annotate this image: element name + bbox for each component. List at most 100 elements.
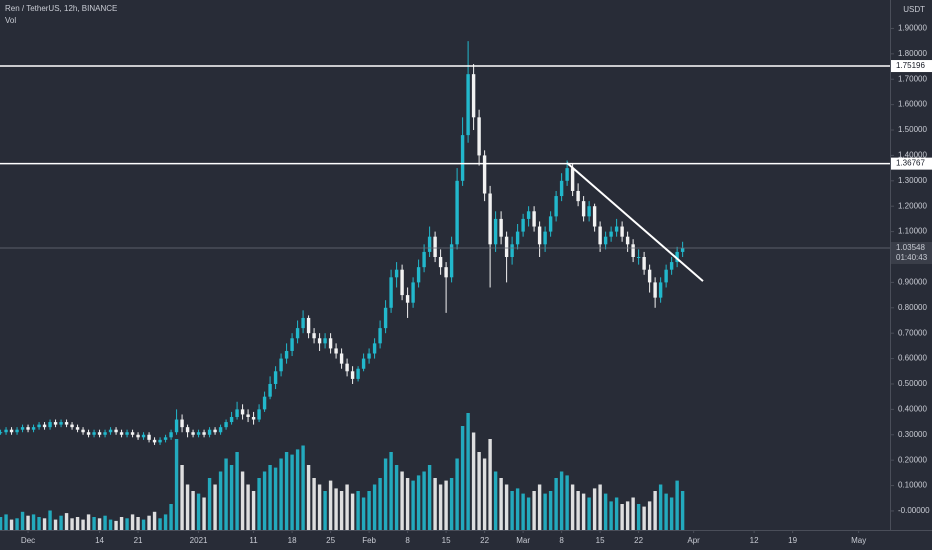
- y-tick-label: 0.20000: [898, 455, 927, 464]
- volume-bar: [361, 497, 366, 530]
- candle-body: [389, 277, 393, 308]
- y-tick-label: 0.30000: [898, 430, 927, 439]
- volume-bar: [389, 452, 393, 530]
- candle-body: [196, 432, 201, 435]
- volume-bar: [394, 465, 399, 530]
- candle-body: [361, 358, 366, 369]
- volume-bar: [532, 491, 536, 530]
- candle-body: [169, 432, 173, 438]
- candle-body: [218, 427, 223, 433]
- candle-body: [504, 236, 509, 258]
- trend-line: [566, 162, 704, 282]
- candle-body: [334, 348, 338, 354]
- volume-bar: [334, 488, 338, 530]
- volume-bar: [180, 465, 184, 530]
- x-tick-label: 11: [249, 536, 258, 545]
- candle-body: [653, 282, 657, 298]
- volume-bar: [537, 484, 542, 530]
- volume-bar: [202, 497, 206, 530]
- candle-body: [647, 269, 652, 283]
- volume-bar: [9, 519, 14, 530]
- volume-bar: [664, 493, 668, 530]
- axis-unit: USDT: [903, 5, 925, 14]
- x-tick-label: 19: [788, 536, 797, 545]
- candle-body: [48, 422, 52, 428]
- volume-bar: [620, 504, 624, 530]
- candle-body: [163, 437, 168, 440]
- candle-body: [42, 424, 47, 428]
- volume-bar: [20, 511, 25, 530]
- y-tick-label: 1.10000: [898, 227, 927, 236]
- volume-bar: [141, 519, 146, 530]
- volume-bar: [570, 484, 575, 530]
- x-tick-label: Feb: [362, 536, 376, 545]
- candle-body: [20, 427, 25, 430]
- candle-body: [246, 414, 250, 417]
- candle-body: [400, 269, 404, 296]
- volume-bar: [103, 515, 107, 530]
- candle-body: [224, 422, 228, 428]
- volume-bar: [372, 484, 377, 530]
- candle-body: [675, 251, 679, 263]
- volume-bar: [218, 471, 223, 530]
- y-tick-label: 1.80000: [898, 49, 927, 58]
- volume-bar: [559, 471, 564, 530]
- candle-body: [680, 248, 685, 252]
- candle-body: [75, 427, 80, 430]
- candle-body: [81, 429, 85, 433]
- volume-bar: [295, 449, 300, 530]
- candle-body: [548, 216, 553, 232]
- candle-body: [449, 244, 454, 278]
- candle-body: [620, 226, 624, 237]
- candle-body: [240, 409, 245, 415]
- candle-body: [174, 419, 179, 433]
- volume-bar: [477, 452, 481, 530]
- candle-body: [86, 432, 91, 435]
- volume-bar: [422, 471, 426, 530]
- candle-body: [394, 269, 399, 278]
- candle-body: [411, 282, 415, 303]
- x-tick-label: Dec: [21, 536, 35, 545]
- candle-body: [306, 317, 311, 334]
- x-tick-label: Apr: [687, 536, 700, 545]
- volume-bar: [251, 491, 256, 530]
- volume-bar: [317, 484, 322, 530]
- candle-body: [642, 257, 646, 270]
- candle-body: [152, 439, 157, 443]
- volume-bar: [81, 519, 85, 530]
- y-tick-label: 0.90000: [898, 278, 927, 287]
- volume-bar: [213, 484, 217, 530]
- volume-bar: [669, 497, 674, 530]
- y-tick-label: 0.40000: [898, 404, 927, 413]
- volume-bar: [554, 478, 558, 530]
- volume-bar: [86, 514, 91, 530]
- volume-bar: [328, 480, 333, 530]
- candle-body: [317, 338, 322, 344]
- volume-bar: [262, 471, 267, 530]
- last-price-box: [891, 241, 932, 264]
- volume-bar: [367, 491, 371, 530]
- candle-body: [614, 226, 619, 232]
- candle-body: [576, 190, 580, 202]
- x-tick-label: 25: [326, 536, 335, 545]
- y-tick-label: -0.00000: [898, 506, 930, 515]
- volume-bar: [433, 478, 437, 530]
- volume-bar: [301, 445, 305, 530]
- y-tick-label: 0.10000: [898, 481, 927, 490]
- candle-body: [92, 432, 96, 435]
- candle-body: [499, 218, 503, 237]
- volume-bar: [224, 458, 228, 530]
- volume-bar: [499, 478, 503, 530]
- candle-body: [669, 262, 674, 270]
- candle-body: [37, 424, 41, 428]
- volume-bar: [636, 504, 641, 530]
- volume-bar: [631, 497, 635, 530]
- candle-body: [664, 269, 668, 283]
- volume-bar: [207, 478, 212, 530]
- candle-body: [636, 257, 641, 259]
- x-tick-label: 15: [442, 536, 451, 545]
- candle-body: [603, 236, 608, 245]
- volume-bar: [125, 518, 129, 530]
